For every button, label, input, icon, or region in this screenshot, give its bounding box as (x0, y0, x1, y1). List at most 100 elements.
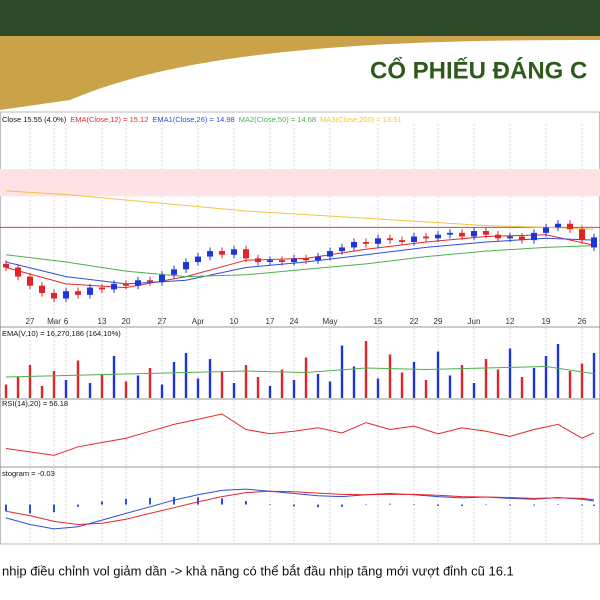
volume-bar (400, 372, 404, 398)
rsi-line (5, 413, 595, 456)
volume-bar (424, 380, 428, 398)
legend-entry: MA3(Close,200) = 13.51 (320, 115, 402, 124)
volume-bar (160, 384, 164, 398)
volume-bar (376, 378, 380, 398)
price-zone (0, 169, 600, 197)
volume-bar (496, 369, 500, 398)
candle-body (159, 274, 165, 283)
panel-title: stogram = -0.03 (2, 469, 55, 478)
histogram-bar (533, 504, 535, 506)
histogram-bar (317, 504, 319, 508)
candle-body (447, 232, 453, 235)
candle-body (579, 229, 585, 241)
volume-bar (508, 348, 512, 398)
candle-body (291, 258, 297, 263)
x-tick-label: 6 (64, 317, 69, 326)
x-tick-label: Mar (47, 317, 61, 326)
slide-title: CỔ PHIẾU ĐÁNG C (370, 56, 587, 84)
histogram-bar (593, 504, 595, 506)
candle-body (111, 283, 117, 290)
candle-body (327, 251, 333, 257)
candle-body (255, 258, 261, 263)
volume-bar (28, 365, 32, 398)
x-tick-label: May (322, 317, 337, 326)
legend-entry: EMA1(Close,26) = 14.98 (152, 115, 234, 124)
x-tick-label: 10 (230, 317, 239, 326)
volume-bar (220, 371, 224, 398)
candle-body (195, 256, 201, 263)
candle-body (555, 223, 561, 228)
volume-bar (148, 368, 152, 398)
x-tick-label: 27 (158, 317, 167, 326)
volume-bar (256, 377, 260, 398)
candle-body (267, 260, 273, 263)
candle-body (75, 291, 81, 295)
candle-body (219, 251, 225, 255)
volume-bar (16, 377, 20, 398)
macd-line (5, 488, 595, 530)
histogram-bar (53, 504, 55, 513)
histogram-bar (29, 504, 31, 514)
histogram-bar (413, 504, 415, 506)
volume-bar (328, 381, 332, 398)
candle-body (471, 231, 477, 237)
candle-body (411, 236, 417, 242)
x-tick-label: 24 (290, 317, 299, 326)
x-tick-label: 29 (434, 317, 443, 326)
volume-bar (40, 386, 44, 398)
volume-bar (316, 374, 320, 398)
volume-bar (184, 353, 188, 398)
x-tick-label: 19 (542, 317, 551, 326)
volume-bar (544, 356, 548, 398)
volume-bar (268, 386, 272, 398)
volume-bar (304, 357, 308, 398)
histogram-bar (581, 504, 583, 506)
x-tick-label: 26 (578, 317, 587, 326)
candle-body (483, 231, 489, 235)
legend-entry: Close 15.55 (4.0%) (2, 115, 67, 124)
volume-bar (484, 359, 488, 398)
candle-body (207, 251, 213, 257)
candle-body (399, 240, 405, 242)
candle-body (279, 260, 285, 263)
histogram-bar (5, 504, 7, 512)
overlay-line (5, 245, 595, 278)
candle-body (171, 269, 177, 275)
volume-bar (196, 378, 200, 398)
volume-bar (568, 371, 572, 398)
volume-bar (412, 362, 416, 398)
histogram-bar (101, 501, 103, 505)
volume-bar (76, 360, 80, 398)
panel-title: EMA(V,10) = 16,270,186 (164.10%) (2, 329, 121, 338)
x-tick-label: 20 (122, 317, 131, 326)
candle-body (27, 276, 33, 286)
legend-entry: MA2(Close,50) = 14.68 (239, 115, 316, 124)
candle-body (591, 237, 597, 248)
overlay-line (5, 190, 595, 230)
candle-body (243, 249, 249, 259)
volume-bar (556, 344, 560, 398)
candle-body (135, 280, 141, 286)
candle-body (183, 262, 189, 270)
volume-bar (472, 383, 476, 398)
volume-bar (352, 366, 356, 398)
histogram-bar (341, 504, 343, 507)
candle-body (339, 247, 345, 252)
histogram-bar (461, 504, 463, 506)
volume-bar (460, 365, 464, 398)
candle-body (423, 236, 429, 239)
histogram-bar (557, 504, 559, 505)
histogram-bar (77, 504, 79, 507)
candle-body (543, 227, 549, 233)
histogram-bar (245, 501, 247, 505)
volume-bar (448, 375, 452, 398)
header-swoosh (0, 36, 600, 110)
histogram-bar (485, 504, 487, 506)
candle-body (39, 285, 45, 294)
volume-bar (124, 381, 128, 398)
volume-bar (232, 383, 236, 398)
volume-bar (100, 374, 104, 398)
volume-bar (280, 369, 284, 398)
x-tick-label: 15 (374, 317, 383, 326)
volume-bar (532, 368, 536, 398)
